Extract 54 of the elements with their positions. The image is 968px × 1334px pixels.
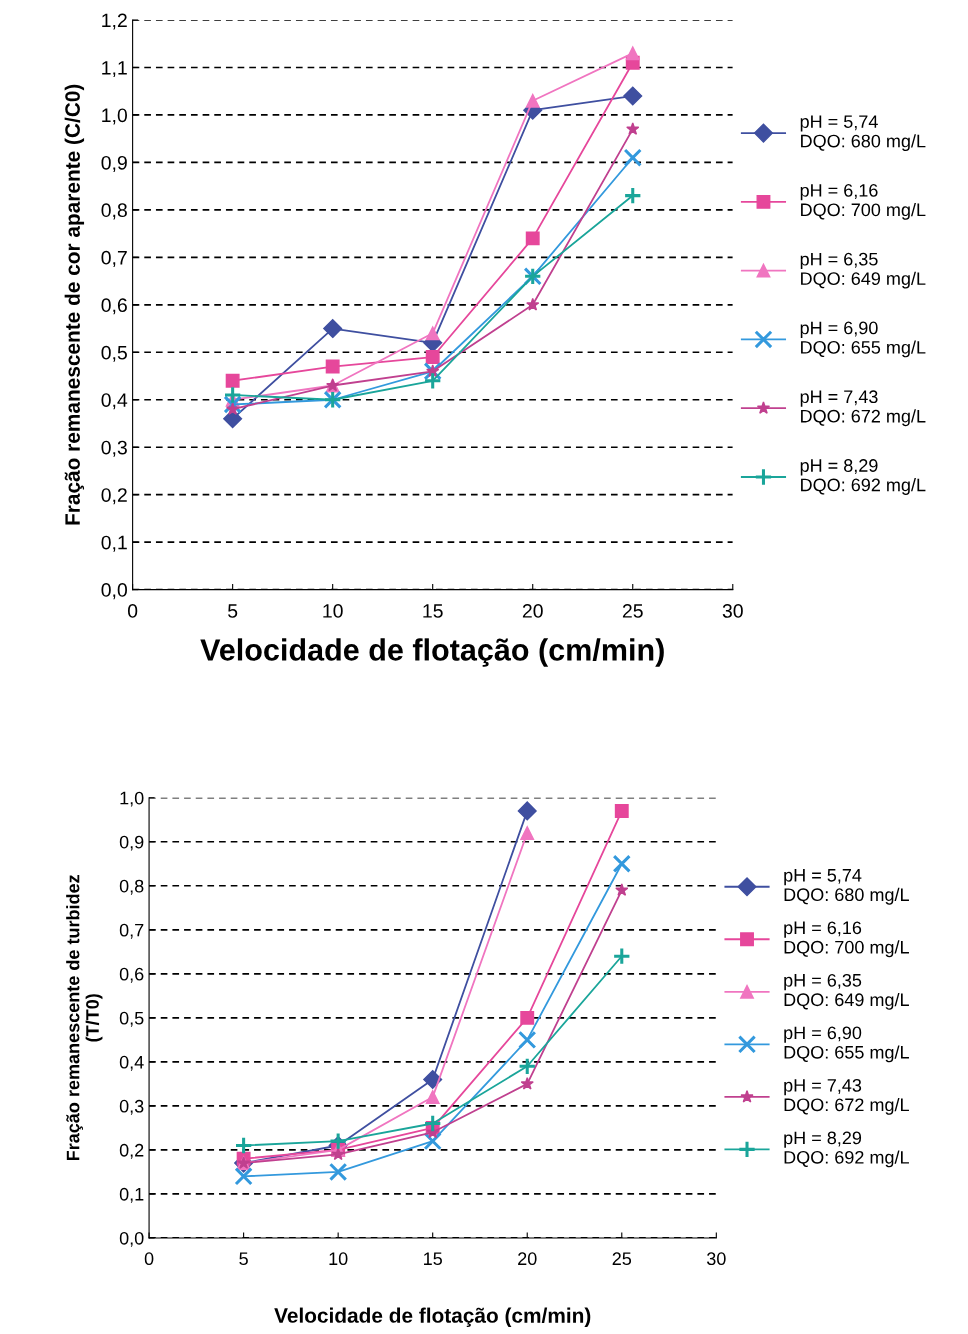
x-tick-label: 20: [522, 604, 543, 618]
x-tick-label: 20: [518, 1252, 537, 1266]
x-axis-title: Velocidade de flotação (cm/min): [274, 1307, 591, 1327]
legend-label: pH = 6,16 DQO: 700 mg/L: [800, 183, 926, 220]
y-axis-title: Fração remanescente de turbidez (T/T0): [66, 874, 103, 1161]
legend-label: pH = 8,29 DQO: 692 mg/L: [784, 1131, 909, 1168]
y-tick-label: 0,8: [101, 203, 127, 220]
y-tick-label: 0,2: [119, 1143, 144, 1159]
y-tick-label: 1,0: [102, 108, 127, 125]
x-axis-title: Velocidade de flotação (cm/min): [200, 638, 664, 667]
x-tick-label: 0: [144, 1252, 154, 1266]
y-axis-title: Fração remanescente de cor aparente (C/C0): [64, 84, 85, 525]
x-tick-label: 30: [722, 604, 743, 618]
y-tick-label: 0,4: [101, 393, 128, 410]
y-tick-label: 0,1: [101, 535, 127, 552]
x-tick-label: 10: [329, 1252, 348, 1266]
y-tick-label: 0,5: [101, 345, 127, 362]
y-tick-label: 0,9: [119, 835, 144, 851]
legend-label: pH = 5,74 DQO: 680 mg/L: [800, 115, 926, 152]
x-tick-label: 25: [612, 1252, 632, 1266]
legend-label: pH = 5,74 DQO: 680 mg/L: [784, 869, 909, 905]
legend-label: pH = 6,16 DQO: 700 mg/L: [784, 921, 909, 958]
x-tick-label: 10: [323, 604, 343, 618]
y-tick-label: 0,3: [119, 1099, 144, 1115]
legend-label: pH = 7,43 DQO: 672 mg/L: [784, 1078, 909, 1115]
y-tick-label: 0,2: [101, 488, 127, 505]
legend-label: pH = 6,35 DQO: 649 mg/L: [800, 252, 926, 289]
y-tick-label: 0,6: [119, 967, 144, 983]
x-tick-label: 5: [228, 604, 238, 618]
x-tick-label: 5: [239, 1252, 248, 1266]
legend-label: pH = 6,35 DQO: 649 mg/L: [784, 973, 909, 1010]
y-tick-label: 0,0: [119, 1231, 144, 1247]
y-tick-label: 0,8: [119, 879, 144, 895]
x-tick-label: 15: [423, 604, 443, 618]
y-tick-label: 0,4: [119, 1055, 144, 1071]
y-tick-label: 0,9: [101, 155, 127, 172]
y-tick-label: 0,6: [101, 298, 127, 315]
y-tick-label: 0,3: [101, 440, 127, 457]
x-tick-label: 25: [622, 604, 643, 618]
y-tick-label: 0,1: [119, 1187, 144, 1203]
x-tick-label: 0: [127, 604, 138, 618]
legend-label: pH = 6,90 DQO: 655 mg/L: [784, 1026, 909, 1063]
y-tick-label: 1,0: [120, 791, 144, 807]
legend-label: pH = 7,43 DQO: 672 mg/L: [800, 390, 926, 427]
x-tick-label: 30: [706, 1252, 726, 1266]
y-tick-label: 0,5: [119, 1011, 144, 1027]
y-tick-label: 0,0: [101, 583, 127, 600]
y-tick-label: 1,1: [102, 61, 127, 78]
legend-label: pH = 6,90 DQO: 655 mg/L: [800, 321, 926, 358]
y-tick-label: 1,2: [102, 13, 127, 30]
y-tick-label: 0,7: [119, 923, 144, 939]
x-tick-label: 15: [424, 1252, 442, 1266]
y-tick-label: 0,7: [101, 250, 127, 267]
legend-label: pH = 8,29 DQO: 692 mg/L: [800, 459, 926, 495]
